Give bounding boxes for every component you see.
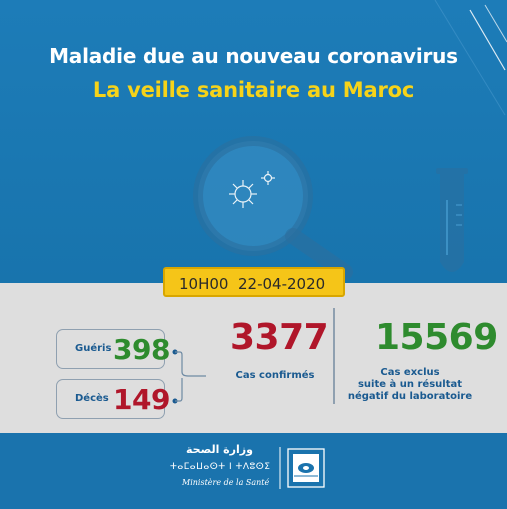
confirmed-label: Cas confirmés (235, 370, 315, 381)
deaths-value: 149 (113, 383, 170, 416)
excluded-value: 15569 (375, 317, 498, 358)
page-subtitle: La veille sanitaire au Maroc (92, 78, 415, 102)
recovered-value: 398 (113, 333, 170, 366)
report-date: 22-04-2020 (238, 275, 326, 293)
page-title: Maladie due au nouveau coronavirus (49, 44, 458, 68)
confirmed-value: 3377 (230, 317, 329, 358)
ministry-arabic-name: وزارة الصحة (186, 443, 253, 456)
excluded-label-line2: suite à un résultat (357, 379, 462, 390)
deaths-box: Décès 149 (56, 379, 170, 419)
divider (333, 308, 335, 404)
decorative-lines (434, 0, 507, 116)
footer (0, 433, 507, 509)
recovered-label: Guéris (75, 343, 112, 354)
recovered-box: Guéris 398 (56, 329, 170, 369)
report-datetime: 10H00 22-04-2020 (163, 267, 345, 297)
excluded-label: Cas exclus suite à un résultat négatif d… (345, 367, 475, 403)
virus-icon (229, 171, 275, 208)
ministry-french-name: Ministère de la Santé (182, 478, 270, 487)
test-tube-icon (436, 168, 468, 272)
deaths-label: Décès (75, 393, 109, 404)
stats-band (0, 283, 507, 433)
excluded-label-line1: Cas exclus (380, 367, 440, 378)
ministry-tifinagh-name: ⵜⴰⵎⴰⵡⴰⵙⵜ ⵏ ⵜⴷⵓⵙⵉ (170, 462, 271, 472)
magnifier-icon (193, 136, 353, 280)
illustration (193, 136, 468, 280)
ministry-of-health-logo (279, 447, 325, 489)
excluded-label-line3: négatif du laboratoire (347, 391, 473, 402)
report-time: 10H00 (179, 275, 229, 293)
